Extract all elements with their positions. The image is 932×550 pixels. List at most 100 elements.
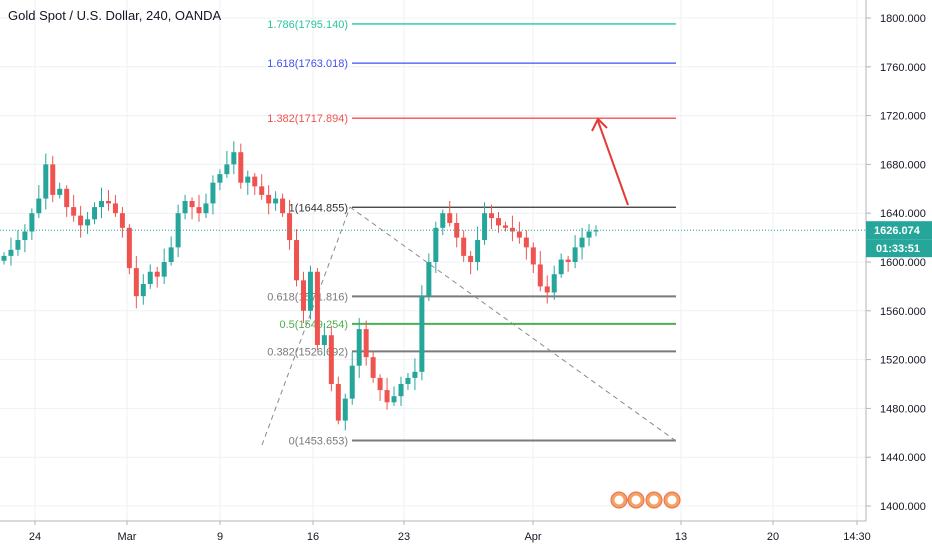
x-tick-label: 16 bbox=[307, 531, 319, 543]
candle-body bbox=[482, 213, 488, 241]
candle-body bbox=[1, 255, 7, 261]
candle-body bbox=[558, 259, 564, 275]
candle-body bbox=[544, 286, 550, 293]
candle-body bbox=[475, 240, 481, 262]
candle-body bbox=[154, 271, 160, 277]
y-tick-label: 1560.000 bbox=[880, 306, 926, 318]
last-price-label: 1626.074 bbox=[874, 225, 921, 237]
candle-body bbox=[447, 213, 453, 223]
candle-body bbox=[245, 176, 251, 183]
candle-body bbox=[294, 240, 300, 281]
candle-body bbox=[92, 207, 98, 220]
candle-body bbox=[495, 218, 501, 226]
candle-body bbox=[224, 164, 230, 175]
fib-level-label: 0.618(1571.816) bbox=[267, 291, 348, 303]
candle-body bbox=[36, 198, 42, 214]
candle-body bbox=[377, 377, 383, 391]
candle-body bbox=[321, 335, 327, 345]
candle-body bbox=[266, 194, 272, 204]
y-tick-label: 1440.000 bbox=[880, 452, 926, 464]
candle-body bbox=[140, 283, 146, 297]
fib-level-label: 0.382(1526.692) bbox=[267, 346, 348, 358]
last-price-tag bbox=[866, 221, 932, 240]
candle-body bbox=[112, 203, 118, 214]
candle-body bbox=[426, 262, 432, 297]
candle-body bbox=[412, 371, 418, 378]
candle-body bbox=[161, 262, 167, 277]
candle-body bbox=[8, 249, 14, 256]
y-tick-label: 1720.000 bbox=[880, 111, 926, 123]
candle-body bbox=[593, 230, 599, 232]
candle-body bbox=[252, 176, 258, 187]
countdown-label: 01:33:51 bbox=[876, 243, 920, 255]
candle-body bbox=[280, 198, 286, 214]
fib-trend-line bbox=[261, 206, 351, 446]
candle-body bbox=[489, 213, 495, 219]
candle-body bbox=[189, 201, 195, 208]
candle-body bbox=[440, 213, 446, 228]
candle-body bbox=[238, 152, 244, 183]
x-tick-label: 14:30 bbox=[843, 531, 871, 543]
candle-body bbox=[586, 231, 592, 238]
candle-body bbox=[71, 207, 77, 216]
event-flag-icon-inner bbox=[649, 495, 659, 505]
candle-body bbox=[133, 268, 139, 297]
candle-body bbox=[147, 271, 153, 284]
candle-body bbox=[273, 198, 279, 204]
candle-body bbox=[565, 259, 571, 262]
x-tick-label: 13 bbox=[675, 531, 687, 543]
candle-body bbox=[196, 207, 202, 214]
x-tick-label: Apr bbox=[524, 531, 541, 543]
candle-body bbox=[405, 377, 411, 384]
y-tick-label: 1640.000 bbox=[880, 208, 926, 220]
candle-body bbox=[203, 203, 209, 214]
candle-body bbox=[468, 255, 474, 262]
candle-body bbox=[530, 247, 536, 265]
chart-title: Gold Spot / U.S. Dollar, 240, OANDA bbox=[8, 8, 222, 23]
event-flag-icon-inner bbox=[631, 495, 641, 505]
countdown-tag bbox=[866, 239, 932, 258]
y-tick-label: 1600.000 bbox=[880, 257, 926, 269]
fib-level-label: 0.5(1549.254) bbox=[280, 319, 349, 331]
candle-body bbox=[342, 398, 348, 421]
candle-body bbox=[22, 231, 28, 241]
candle-body bbox=[217, 174, 223, 183]
candle-body bbox=[314, 271, 320, 345]
candle-body bbox=[523, 237, 529, 248]
fib-level-label: 1.618(1763.018) bbox=[267, 58, 348, 70]
candle-body bbox=[57, 188, 63, 195]
candle-body bbox=[175, 213, 181, 248]
y-tick-label: 1480.000 bbox=[880, 403, 926, 415]
candle-body bbox=[356, 329, 362, 366]
y-tick-label: 1520.000 bbox=[880, 355, 926, 367]
candle-body bbox=[328, 335, 334, 384]
y-tick-label: 1400.000 bbox=[880, 501, 926, 513]
candle-body bbox=[461, 237, 467, 256]
candle-body bbox=[43, 164, 49, 199]
fib-level-label: 1.382(1717.894) bbox=[267, 113, 348, 125]
candle-body bbox=[259, 186, 265, 195]
y-tick-label: 1760.000 bbox=[880, 62, 926, 74]
candle-body bbox=[349, 365, 355, 399]
fib-level-label: 1.786(1795.140) bbox=[267, 19, 348, 31]
event-flag-icon-inner bbox=[614, 495, 624, 505]
fib-level-label: 1(1644.855) bbox=[289, 202, 348, 214]
candle-body bbox=[85, 219, 91, 226]
x-tick-label: 9 bbox=[217, 531, 223, 543]
candle-body bbox=[29, 213, 35, 232]
candle-body bbox=[384, 390, 390, 403]
y-tick-label: 1800.000 bbox=[880, 13, 926, 25]
candle-body bbox=[168, 247, 174, 262]
y-tick-label: 1680.000 bbox=[880, 159, 926, 171]
candle-body bbox=[210, 182, 216, 204]
candle-body bbox=[509, 227, 515, 232]
candle-body bbox=[50, 164, 56, 195]
candle-body bbox=[419, 296, 425, 372]
x-tick-label: Mar bbox=[118, 531, 137, 543]
candle-body bbox=[15, 240, 21, 250]
candle-body bbox=[551, 274, 557, 293]
candle-body bbox=[126, 227, 132, 269]
candle-body bbox=[119, 213, 125, 228]
fib-projection-line bbox=[349, 206, 677, 442]
